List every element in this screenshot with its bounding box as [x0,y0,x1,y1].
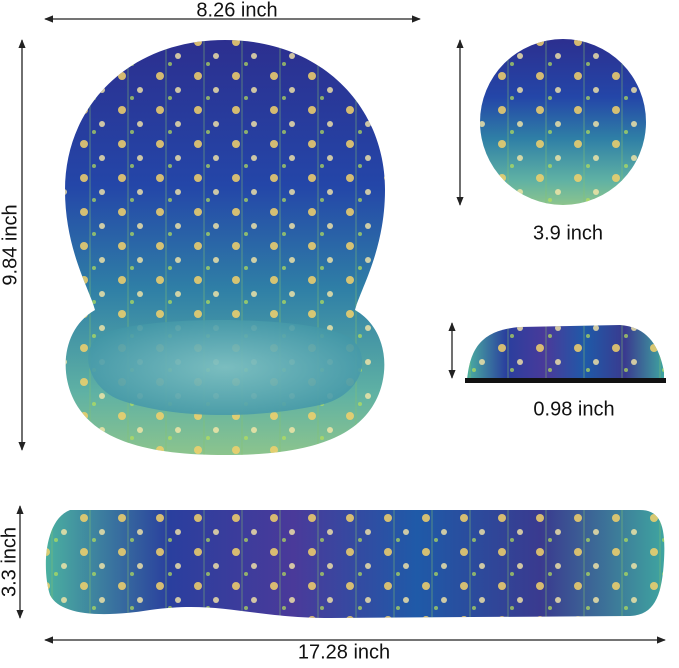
dimension-label: 9.84 inch [0,204,21,285]
dimension-label: 3.9 inch [533,222,603,244]
dimension-label: 17.28 inch [298,641,390,663]
wrist-rest-side [465,325,666,383]
dimension-label: 0.98 inch [533,398,614,420]
dimension-label: 3.3 inch [0,527,20,597]
mouse-pad [65,40,385,455]
keyboard-rest [45,510,665,618]
coaster [480,39,646,205]
dimension-label: 8.26 inch [196,0,277,21]
